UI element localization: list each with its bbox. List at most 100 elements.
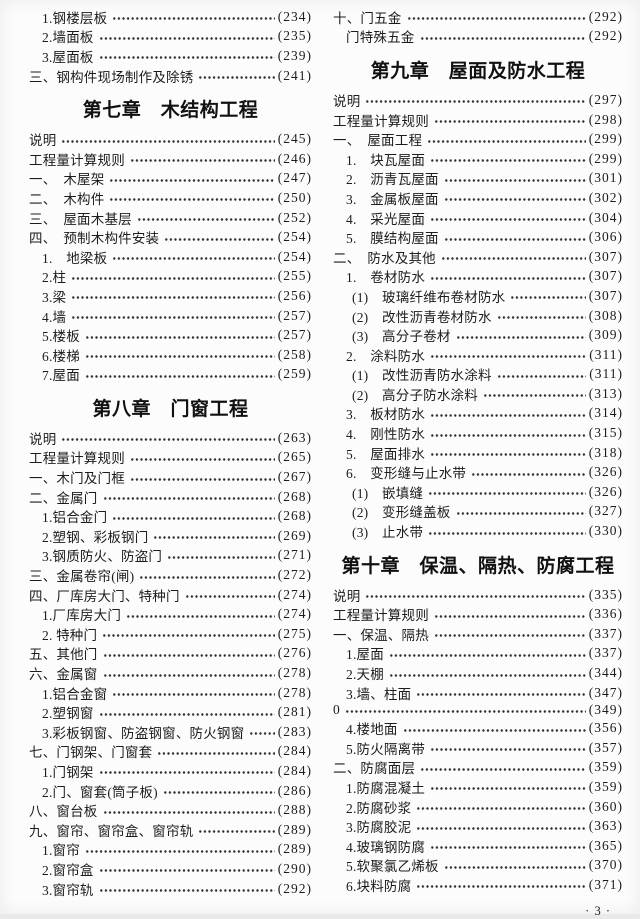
toc-entry: 7.屋面 (259) — [29, 364, 312, 385]
toc-entry-title: (1) 嵌填缝 — [352, 485, 424, 501]
dot-leader — [443, 227, 586, 247]
toc-entry: 三、 屋面木基层 (252) — [29, 207, 312, 228]
toc-entry-title: 一、 屋面工程 — [333, 133, 423, 149]
toc-entry-page-number: (307) — [588, 287, 623, 303]
dot-leader — [365, 90, 586, 110]
toc-entry-title: 二、 防水及其他 — [333, 250, 436, 266]
toc-entry: 十、门五金 (292) — [333, 7, 623, 27]
toc-entry-title: 一、木门及门框 — [29, 471, 125, 487]
toc-entry-title: 一、保温、隔热 — [333, 627, 429, 643]
toc-entry: 2.塑钢、彩板钢门 (269) — [29, 526, 312, 546]
toc-entry: 四、 预制木构件安装 (254) — [29, 227, 312, 247]
toc-entry: 工程量计算规则 (265) — [29, 447, 312, 468]
toc-entry-page-number: (297) — [588, 91, 623, 107]
toc-entry-page-number: (283) — [277, 723, 312, 739]
toc-entry-page-number: (257) — [277, 327, 312, 343]
toc-entry-page-number: (370) — [588, 857, 623, 873]
toc-entry-page-number: (292) — [588, 8, 623, 24]
toc-entry-title: 2.塑钢、彩板钢门 — [42, 529, 149, 545]
toc-entry-page-number: (315) — [588, 425, 623, 441]
toc-entry-page-number: (335) — [588, 586, 623, 602]
dot-leader — [430, 148, 586, 169]
toc-entry: 六、金属窗 (278) — [29, 663, 312, 683]
toc-entry-page-number: (344) — [588, 665, 623, 681]
chapter-heading: 第八章 门窗工程 — [92, 399, 249, 421]
toc-entry-title: 0 — [333, 702, 340, 718]
dot-leader — [139, 565, 275, 585]
dot-leader — [402, 718, 586, 738]
dot-leader — [84, 344, 275, 365]
toc-entry: 4.墙 (257) — [29, 305, 312, 326]
toc-entry-title: (1) 改性沥青防水涂料 — [352, 368, 492, 384]
toc-entry: 三、金属卷帘(闸) (272) — [29, 565, 312, 585]
toc-entry-title: (3) 高分子卷材 — [352, 329, 451, 345]
toc-entry-page-number: (284) — [277, 743, 312, 759]
toc-entry-title: 1.铝合金窗 — [42, 686, 108, 702]
toc-entry-title: 4.墙 — [42, 309, 67, 325]
toc-entry: 3.钢质防火、防盗门 (271) — [29, 545, 312, 566]
toc-entry: 三、钢构件现场制作及除锈 (241) — [29, 65, 312, 86]
toc-entry-title: 3. 板材防水 — [346, 407, 426, 423]
dot-leader — [433, 109, 586, 130]
toc-entry: 八、窗台板 (288) — [29, 800, 312, 820]
toc-entry-page-number: (336) — [588, 606, 623, 622]
chapter-heading: 第九章 屋面及防水工程 — [370, 61, 586, 83]
toc-entry-page-number: (307) — [588, 248, 623, 264]
dot-leader — [61, 129, 275, 149]
toc-entry-page-number: (326) — [588, 464, 623, 480]
toc-entry-page-number: (250) — [277, 189, 312, 205]
dot-leader — [129, 467, 275, 487]
toc-entry: 2. 沥青瓦屋面 (301) — [333, 168, 623, 189]
toc-entry-title: 二、 木构件 — [29, 191, 105, 207]
toc-entry: (2) 改性沥青卷材防水 (308) — [333, 305, 623, 326]
toc-entry: 2.门、窗套(筒子板) (286) — [29, 780, 312, 801]
toc-entry: 1. 卷材防水 (307) — [333, 266, 623, 287]
dot-leader — [440, 246, 586, 267]
toc-entry: 1.窗帘 (289) — [29, 839, 312, 860]
dot-leader — [433, 604, 586, 625]
toc-entry-title: 门特殊五金 — [346, 30, 415, 46]
dot-leader — [129, 447, 275, 468]
toc-entry: 七、门钢架、门窗套 (284) — [29, 741, 312, 762]
toc-entry: 5.软聚氯乙烯板 (370) — [333, 855, 623, 876]
dot-leader — [416, 796, 586, 817]
toc-entry-title: 三、 屋面木基层 — [29, 211, 132, 227]
toc-entry-title: 工程量计算规则 — [29, 451, 125, 467]
dot-leader — [455, 325, 586, 345]
dot-leader — [84, 364, 275, 385]
toc-entry: 4. 采光屋面 (304) — [333, 207, 623, 228]
toc-entry-title: (1) 玻璃纤维布卷材防水 — [352, 289, 506, 305]
toc-entry-title: 九、窗帘、窗帘盒、窗帘轨 — [29, 823, 194, 839]
dot-leader — [443, 188, 586, 208]
toc-entry: 6.楼梯 (258) — [29, 344, 312, 365]
toc-entry: 1.厂库房大门 (274) — [29, 604, 312, 625]
toc-entry: 5. 膜结构屋面 (306) — [333, 227, 623, 247]
toc-entry-page-number: (292) — [277, 880, 312, 896]
toc-entry-title: (2) 改性沥青卷材防水 — [352, 309, 492, 325]
toc-entry-page-number: (298) — [588, 111, 623, 127]
toc-entry-page-number: (257) — [277, 307, 312, 323]
toc-entry-page-number: (284) — [277, 762, 312, 778]
dot-leader — [84, 839, 275, 860]
dot-leader — [471, 462, 586, 483]
toc-entry: 3.防腐胶泥 (363) — [333, 816, 623, 836]
toc-entry-title: (2) 变形缝盖板 — [352, 505, 451, 521]
toc-entry-title: 3.防腐胶泥 — [346, 820, 412, 836]
toc-entry-page-number: (359) — [588, 759, 623, 775]
toc-entry-page-number: (245) — [277, 131, 312, 147]
toc-entry-page-number: (363) — [588, 818, 623, 834]
dot-leader — [455, 501, 586, 522]
toc-entry: 二、金属门 (268) — [29, 486, 312, 507]
dot-leader — [84, 325, 275, 345]
toc-entry-page-number: (289) — [277, 841, 312, 857]
dot-leader — [98, 26, 275, 47]
toc-entry-title: 3.屋面板 — [42, 49, 94, 65]
toc-entry: 说明 (263) — [29, 428, 312, 448]
dot-leader — [167, 545, 275, 566]
toc-entry-title: 1.钢楼层板 — [42, 10, 108, 26]
toc-entry: (1) 改性沥青防水涂料 (311) — [333, 364, 623, 385]
dot-leader — [102, 800, 275, 820]
dot-leader — [430, 207, 586, 228]
toc-entry: 6.块料防腐 (371) — [333, 875, 623, 895]
toc-entry-title: (3) 止水带 — [352, 525, 424, 541]
